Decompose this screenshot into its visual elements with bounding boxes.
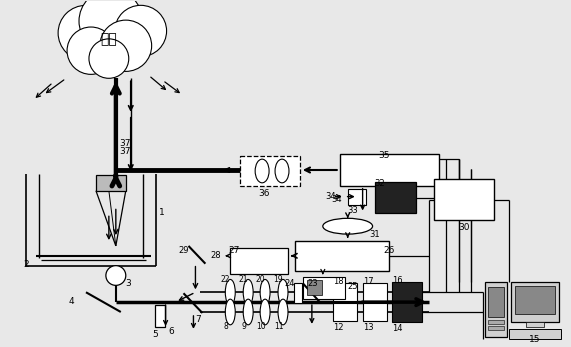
Bar	[488, 287, 504, 317]
Bar	[392, 282, 423, 302]
Text: 15: 15	[529, 335, 540, 344]
Text: 5: 5	[152, 330, 158, 339]
Text: 25: 25	[348, 282, 358, 291]
Text: 35: 35	[379, 151, 390, 160]
Text: 2: 2	[23, 260, 29, 269]
Text: 12: 12	[333, 323, 343, 332]
Bar	[392, 302, 423, 322]
Ellipse shape	[226, 299, 235, 325]
Bar	[348, 189, 365, 204]
Text: 13: 13	[363, 323, 373, 332]
Ellipse shape	[278, 279, 288, 305]
Text: 大气: 大气	[100, 32, 117, 46]
Bar	[435, 179, 494, 220]
Bar	[340, 154, 439, 186]
Bar	[515, 286, 554, 314]
Bar	[375, 182, 416, 213]
Text: 7: 7	[195, 315, 201, 324]
Text: 18: 18	[333, 278, 343, 287]
Text: 16: 16	[392, 276, 403, 285]
Bar	[333, 283, 357, 301]
Ellipse shape	[278, 299, 288, 325]
Text: 4: 4	[69, 297, 75, 306]
Circle shape	[100, 20, 152, 71]
Bar	[333, 303, 357, 321]
Text: 6: 6	[168, 327, 174, 336]
Text: 37: 37	[119, 147, 130, 156]
Bar	[96, 175, 126, 191]
Bar	[230, 248, 288, 273]
Text: 10: 10	[256, 322, 266, 331]
Bar	[488, 326, 504, 330]
Text: 20: 20	[255, 274, 265, 283]
Ellipse shape	[243, 299, 253, 325]
Text: 26: 26	[384, 246, 395, 255]
Circle shape	[67, 27, 115, 74]
Bar	[363, 283, 387, 301]
Text: 30: 30	[459, 223, 470, 232]
Text: 27: 27	[228, 246, 240, 255]
Ellipse shape	[255, 159, 269, 183]
Circle shape	[115, 5, 167, 57]
Text: 19: 19	[274, 274, 283, 283]
Ellipse shape	[323, 218, 372, 234]
Bar	[511, 282, 558, 322]
Text: 29: 29	[179, 246, 189, 255]
Circle shape	[89, 39, 129, 78]
Ellipse shape	[260, 279, 270, 305]
Ellipse shape	[243, 279, 253, 305]
Text: 14: 14	[392, 324, 403, 333]
Bar	[509, 329, 561, 339]
Text: 8: 8	[224, 322, 228, 331]
Ellipse shape	[226, 279, 235, 305]
Text: 33: 33	[348, 206, 359, 215]
Bar	[363, 303, 387, 321]
Text: 22: 22	[220, 274, 230, 283]
Text: 17: 17	[363, 278, 373, 287]
Bar	[307, 280, 322, 295]
Text: 34: 34	[325, 192, 335, 201]
Text: 3: 3	[126, 279, 131, 288]
Text: 9: 9	[242, 322, 247, 331]
Bar	[303, 278, 345, 299]
Text: 23: 23	[308, 279, 319, 288]
Text: 36: 36	[258, 189, 270, 198]
Text: 24: 24	[284, 279, 295, 288]
Text: 31: 31	[369, 230, 380, 239]
Ellipse shape	[260, 299, 270, 325]
Bar	[485, 282, 507, 337]
Text: 32: 32	[375, 179, 385, 188]
Bar	[526, 322, 544, 327]
Bar	[488, 320, 504, 324]
Ellipse shape	[275, 159, 289, 183]
Text: 11: 11	[274, 322, 284, 331]
Bar	[294, 283, 302, 303]
Bar	[295, 241, 389, 271]
Bar	[240, 156, 300, 186]
Circle shape	[79, 0, 143, 53]
Text: 34: 34	[332, 195, 343, 204]
Circle shape	[106, 266, 126, 285]
Text: 1: 1	[159, 209, 164, 218]
Text: 28: 28	[210, 251, 221, 260]
Circle shape	[58, 5, 114, 60]
Text: 21: 21	[239, 274, 248, 283]
Bar	[155, 305, 164, 327]
Text: 37: 37	[119, 139, 130, 149]
